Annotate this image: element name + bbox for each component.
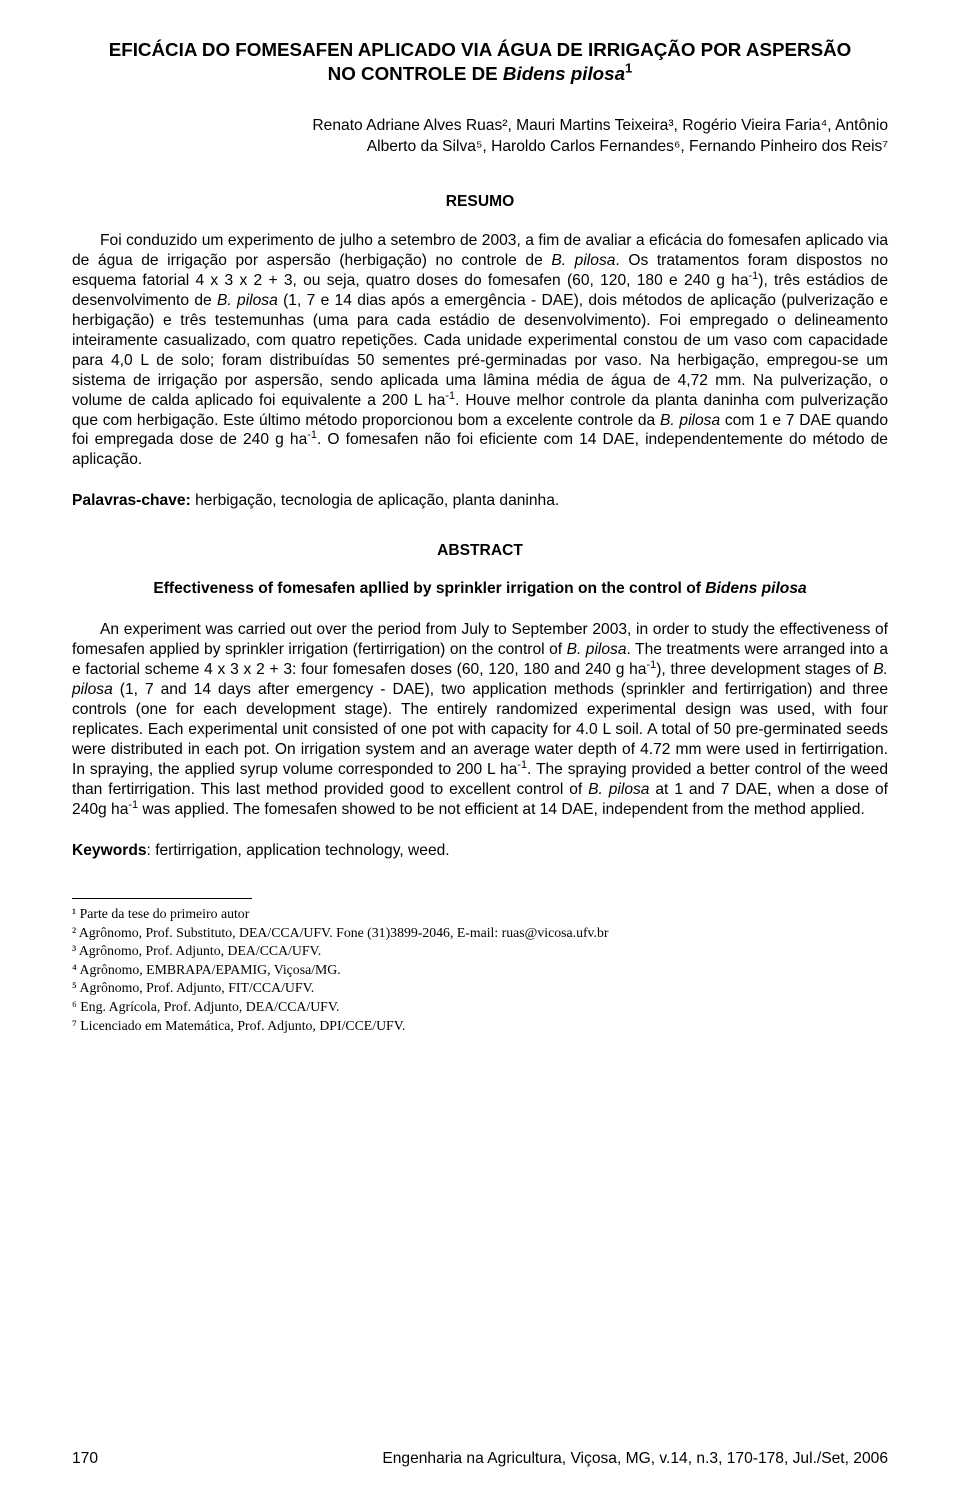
- footnote-2: ² Agrônomo, Prof. Substituto, DEA/CCA/UF…: [72, 924, 888, 943]
- footnote-rule: [72, 898, 252, 899]
- footnote-1: ¹ Parte da tese do primeiro autor: [72, 905, 888, 924]
- paper-title: EFICÁCIA DO FOMESAFEN APLICADO VIA ÁGUA …: [72, 38, 888, 87]
- title-footnote-ref: 1: [625, 61, 632, 76]
- abstract-heading: ABSTRACT: [72, 542, 888, 560]
- keywords-label: Keywords: [72, 842, 147, 859]
- footnote-5: ⁵ Agrônomo, Prof. Adjunto, FIT/CCA/UFV.: [72, 979, 888, 998]
- title-species: Bidens pilosa: [503, 63, 625, 84]
- resumo-body: Foi conduzido um experimento de julho a …: [72, 231, 888, 470]
- page-number: 170: [72, 1450, 98, 1468]
- abstract-subtitle: Effectiveness of fomesafen apllied by sp…: [72, 580, 888, 598]
- authors-line2: Alberto da Silva⁵, Haroldo Carlos Fernan…: [367, 138, 888, 155]
- footnote-7: ⁷ Licenciado em Matemática, Prof. Adjunt…: [72, 1017, 888, 1036]
- palavras-chave-text: herbigação, tecnologia de aplicação, pla…: [191, 492, 559, 509]
- title-line2-pre: NO CONTROLE DE: [328, 63, 503, 84]
- keywords-text: : fertirrigation, application technology…: [147, 842, 450, 859]
- abstract-body: An experiment was carried out over the p…: [72, 620, 888, 820]
- abstract-subtitle-pre: Effectiveness of fomesafen apllied by sp…: [153, 580, 705, 597]
- palavras-chave-label: Palavras-chave:: [72, 492, 191, 509]
- title-line1: EFICÁCIA DO FOMESAFEN APLICADO VIA ÁGUA …: [109, 39, 852, 60]
- authors-block: Renato Adriane Alves Ruas², Mauri Martin…: [72, 115, 888, 157]
- footnotes-block: ¹ Parte da tese do primeiro autor ² Agrô…: [72, 905, 888, 1035]
- authors-line1: Renato Adriane Alves Ruas², Mauri Martin…: [312, 117, 888, 134]
- footer-citation: Engenharia na Agricultura, Viçosa, MG, v…: [382, 1450, 888, 1468]
- footnote-6: ⁶ Eng. Agrícola, Prof. Adjunto, DEA/CCA/…: [72, 998, 888, 1017]
- footnote-3: ³ Agrônomo, Prof. Adjunto, DEA/CCA/UFV.: [72, 942, 888, 961]
- keywords-line: Keywords: fertirrigation, application te…: [72, 842, 888, 860]
- page-container: EFICÁCIA DO FOMESAFEN APLICADO VIA ÁGUA …: [0, 0, 960, 1496]
- palavras-chave: Palavras-chave: herbigação, tecnologia d…: [72, 492, 888, 510]
- abstract-subtitle-species: Bidens pilosa: [705, 580, 806, 597]
- footnote-4: ⁴ Agrônomo, EMBRAPA/EPAMIG, Viçosa/MG.: [72, 961, 888, 980]
- resumo-heading: RESUMO: [72, 193, 888, 211]
- page-footer: 170 Engenharia na Agricultura, Viçosa, M…: [72, 1450, 888, 1468]
